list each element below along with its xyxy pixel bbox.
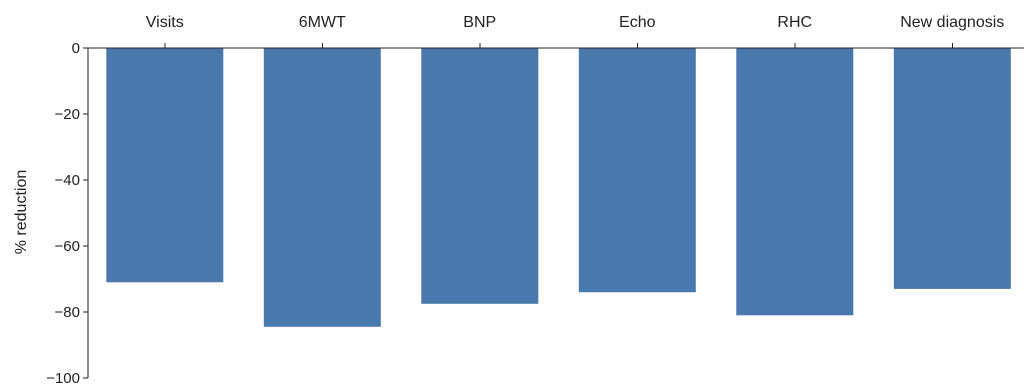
x-tick-label: 6MWT xyxy=(299,14,346,31)
y-axis-title: % reduction xyxy=(13,170,30,255)
bar-visits xyxy=(106,48,224,283)
x-tick-label: Echo xyxy=(619,14,656,31)
bar-echo xyxy=(578,48,696,293)
y-tick-label: −20 xyxy=(55,106,80,123)
y-tick-label: −100 xyxy=(46,370,80,387)
x-tick-label: Visits xyxy=(146,14,184,31)
bar-bnp xyxy=(421,48,539,304)
x-tick-label: New diagnosis xyxy=(900,14,1004,31)
x-tick-label: BNP xyxy=(463,14,496,31)
x-axis: Visits 6MWT BNP Echo RHC New diagnosis xyxy=(88,14,1024,49)
y-tick-label: −40 xyxy=(55,172,80,189)
y-tick-label: −60 xyxy=(55,238,80,255)
bar-rhc xyxy=(736,48,854,316)
y-tick-label: −80 xyxy=(55,304,80,321)
bar-new-diagnosis xyxy=(893,48,1011,289)
y-axis: 0 −20 −40 −60 −80 −100 xyxy=(46,40,89,387)
bar-6mwt xyxy=(263,48,381,327)
bars-group xyxy=(106,48,1011,327)
x-tick-label: RHC xyxy=(777,14,812,31)
y-tick-label: 0 xyxy=(72,40,80,57)
